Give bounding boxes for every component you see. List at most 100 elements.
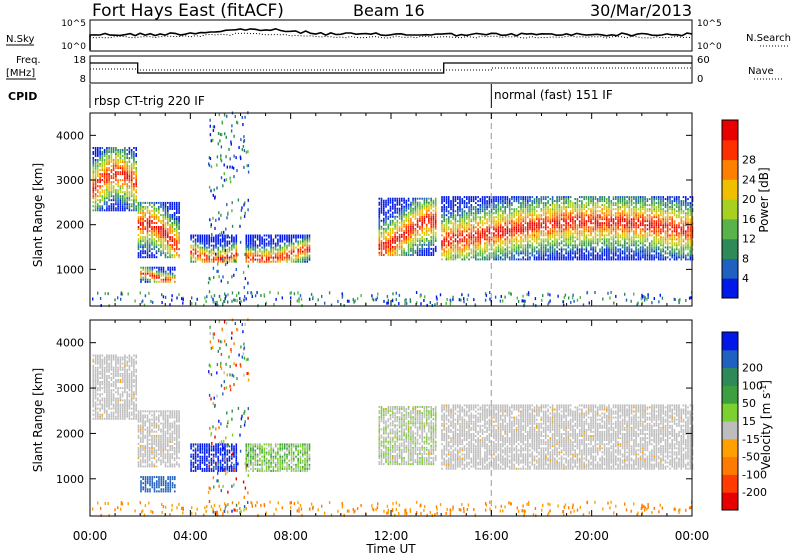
power-cell <box>486 196 488 199</box>
power-cell <box>416 201 419 204</box>
power-cell <box>615 246 617 249</box>
power-cell <box>148 209 151 212</box>
power-cell <box>511 252 513 255</box>
power-cell <box>387 254 390 256</box>
power-cell <box>103 193 106 196</box>
power-cell <box>103 175 106 178</box>
power-cell <box>628 244 631 247</box>
power-cell <box>259 244 261 247</box>
power-cell <box>139 205 142 208</box>
power-cell <box>601 238 603 241</box>
power-cell <box>110 193 113 196</box>
power-cell <box>590 252 592 255</box>
power-cell <box>263 244 266 247</box>
power-cell <box>299 260 302 263</box>
power-cell <box>130 167 133 170</box>
power-cell <box>256 236 259 239</box>
power-cell <box>286 244 288 247</box>
power-cell <box>160 222 162 224</box>
power-cell <box>524 222 527 225</box>
power-cell <box>142 222 144 224</box>
power-cell <box>596 238 599 241</box>
power-cell <box>633 218 635 221</box>
power-cell <box>430 239 432 242</box>
power-cell <box>576 238 579 241</box>
power-cell <box>569 202 572 205</box>
power-cell <box>432 229 435 232</box>
power-cell <box>466 238 468 241</box>
power-cell <box>106 147 108 149</box>
power-cell <box>477 232 479 235</box>
power-cell <box>538 254 540 257</box>
power-cell <box>515 196 518 199</box>
power-cell <box>135 197 137 200</box>
power-cell <box>511 196 513 199</box>
power-cell <box>644 196 646 199</box>
power-cell <box>549 204 552 207</box>
power-cell <box>272 252 275 255</box>
power-cell <box>423 197 426 200</box>
power-cell <box>522 196 524 199</box>
power-cell <box>594 196 597 199</box>
power-cell <box>504 240 506 243</box>
power-cell <box>144 280 147 283</box>
power-cell <box>153 272 156 275</box>
power-cell <box>117 201 119 204</box>
power-cell <box>655 226 658 229</box>
power-cell <box>538 226 540 229</box>
power-cell <box>403 241 405 244</box>
power-cell <box>396 231 399 234</box>
power-cell <box>554 222 556 225</box>
power-cell <box>655 208 658 211</box>
power-cell <box>567 202 570 205</box>
power-cell <box>669 206 671 209</box>
power-cell <box>101 191 104 194</box>
power-cell <box>538 222 540 225</box>
power-cell <box>628 238 631 241</box>
power-cell <box>583 238 585 241</box>
power-cell <box>119 209 122 212</box>
power-cell <box>140 280 142 283</box>
power-cell <box>432 209 435 212</box>
power-cell <box>495 204 497 207</box>
power-cell <box>231 260 233 263</box>
power-cell <box>574 254 576 257</box>
power-cell <box>529 222 531 225</box>
power-cell <box>610 204 613 207</box>
power-cell <box>392 205 394 208</box>
power-cell <box>128 193 131 196</box>
power-cell <box>392 254 394 256</box>
power-cell <box>542 220 545 223</box>
power-cell <box>434 237 437 240</box>
cpid-text-2: normal (fast) 151 IF <box>494 88 613 102</box>
power-cell <box>648 242 651 245</box>
power-cell <box>639 256 642 259</box>
power-cell <box>648 220 651 223</box>
power-cell <box>97 191 99 194</box>
power-cell <box>475 248 477 251</box>
power-cell <box>529 218 531 221</box>
power-cell <box>201 260 204 263</box>
power-cell <box>635 246 637 249</box>
power-cell <box>563 224 565 227</box>
power-cell <box>165 280 167 283</box>
power-cell <box>556 218 558 221</box>
power-cell <box>245 248 248 251</box>
power-cell <box>231 246 233 249</box>
power-cell <box>430 225 432 228</box>
power-cell <box>664 216 667 219</box>
power-cell <box>167 224 169 226</box>
power-cell <box>261 252 263 255</box>
power-cell <box>603 258 606 261</box>
power-cell <box>124 181 126 184</box>
power-cell <box>432 199 435 202</box>
power-cell <box>624 236 626 239</box>
power-cell <box>171 272 174 275</box>
power-cell <box>268 254 270 257</box>
power-cell <box>115 201 117 204</box>
power-cell <box>563 206 565 209</box>
power-cell <box>119 197 122 200</box>
power-cell <box>387 197 390 200</box>
power-cell <box>385 201 387 204</box>
power-cell <box>511 204 513 207</box>
